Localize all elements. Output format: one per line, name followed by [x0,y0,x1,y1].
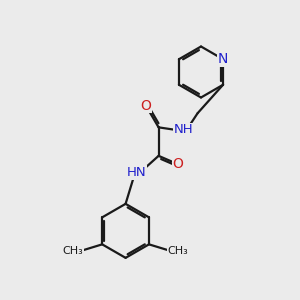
Text: HN: HN [127,166,147,179]
Text: N: N [218,52,228,66]
Text: CH₃: CH₃ [63,246,83,256]
Text: NH: NH [173,123,193,136]
Text: O: O [140,99,152,113]
Text: CH₃: CH₃ [168,246,188,256]
Text: O: O [172,157,184,171]
